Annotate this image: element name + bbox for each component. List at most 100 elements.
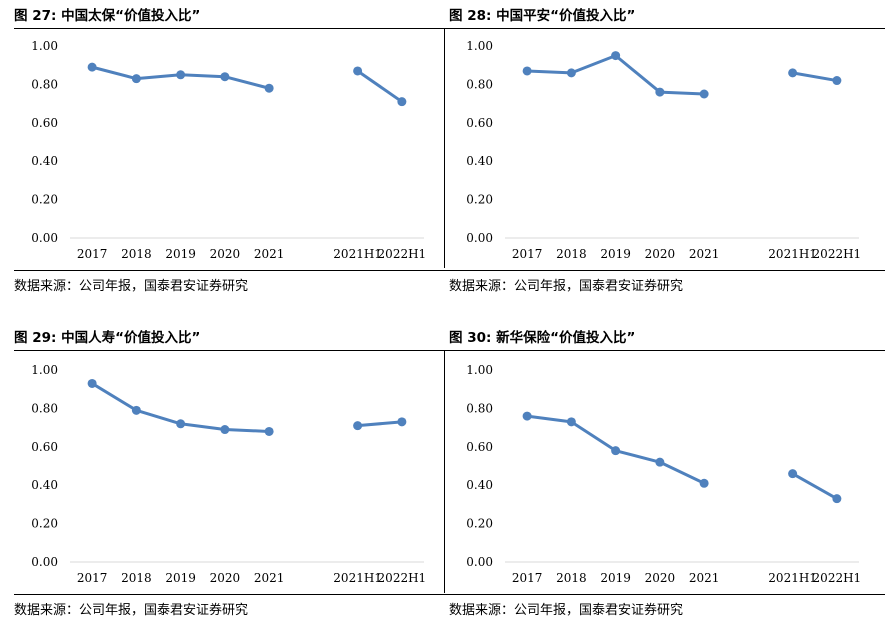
figure-27-source: 数据来源：公司年报，国泰君安证券研究: [14, 279, 249, 294]
y-tick-label: 0.20: [31, 193, 58, 207]
series-line: [527, 54, 705, 96]
figure-28-title: 图 28: 中国平安“价值投入比”: [449, 4, 635, 28]
y-tick-label: 0.20: [466, 517, 493, 531]
figure-27-top-rule: [14, 28, 456, 29]
data-point: [611, 446, 621, 456]
x-tick-label: 2018: [121, 247, 152, 261]
figure-27-chart: 0.00 0.20 0.40 0.60 0.80 1.00 2017 2018 2019 2020…: [31, 39, 427, 261]
figure-30-top-rule: [449, 350, 885, 351]
figure-29: 图 29: 中国人寿“价值投入比” 0.00 0.20 0.40 0.60 0.80 1.…: [14, 326, 456, 620]
x-tick-label: 2021H1: [768, 571, 817, 585]
x-tick-label: 2021: [689, 247, 720, 261]
figure-30-title: 图 30: 新华保险“价值投入比”: [449, 326, 635, 350]
y-tick-label: 0.60: [31, 116, 58, 130]
figure-29-source: 数据来源：公司年报，国泰君安证券研究: [14, 603, 249, 618]
data-point: [220, 425, 230, 435]
top-column-divider: [444, 28, 445, 268]
series-line: [356, 69, 403, 103]
figure-27-caption: 中国太保“价值投入比”: [61, 8, 201, 24]
data-point: [699, 478, 709, 488]
data-point: [788, 68, 798, 78]
figure-29-label: 图 29:: [14, 330, 57, 346]
data-point: [522, 66, 532, 76]
data-point: [353, 421, 363, 431]
figure-28-source: 数据来源：公司年报，国泰君安证券研究: [449, 279, 684, 294]
y-tick-label: 0.60: [31, 440, 58, 454]
x-tick-label: 2021H1: [768, 247, 817, 261]
y-tick-label: 1.00: [31, 363, 58, 377]
data-point: [397, 417, 407, 427]
y-tick-label: 1.00: [466, 363, 493, 377]
figure-30-caption: 新华保险“价值投入比”: [496, 330, 636, 346]
y-tick-label: 0.20: [466, 193, 493, 207]
series-line: [357, 420, 403, 428]
x-tick-label: 2018: [121, 571, 152, 585]
x-tick-label: 2020: [210, 247, 241, 261]
y-tick-label: 0.00: [466, 231, 493, 245]
figure-29-bottom-rule: [14, 594, 456, 595]
series-line: [792, 71, 838, 83]
x-tick-label: 2019: [600, 571, 631, 585]
x-tick-label: 2020: [210, 571, 241, 585]
y-tick-label: 0.00: [31, 231, 58, 245]
y-tick-label: 0.00: [31, 555, 58, 569]
data-point: [655, 87, 665, 97]
y-tick-label: 0.80: [31, 77, 58, 91]
data-point: [566, 417, 576, 427]
x-tick-label: 2019: [600, 247, 631, 261]
y-tick-label: 0.80: [31, 401, 58, 415]
y-tick-label: 0.40: [466, 478, 493, 492]
y-tick-label: 0.60: [466, 440, 493, 454]
data-point: [131, 405, 141, 415]
y-tick-label: 0.40: [31, 154, 58, 168]
x-tick-label: 2017: [512, 247, 543, 261]
figure-28-top-rule: [449, 28, 885, 29]
x-tick-label: 2019: [165, 571, 196, 585]
y-tick-label: 0.60: [466, 116, 493, 130]
figure-28-chart: 0.00 0.20 0.40 0.60 0.80 1.00 2017 2018 2019 2020…: [466, 39, 861, 261]
y-tick-label: 0.20: [31, 517, 58, 531]
y-tick-label: 1.00: [466, 39, 493, 53]
figure-30-source: 数据来源：公司年报，国泰君安证券研究: [449, 603, 684, 618]
figure-27: 图 27: 中国太保“价值投入比” 0.00 0.20 0.40 0.60 0.80 1.…: [14, 4, 456, 304]
figure-30-chart: 0.00 0.20 0.40 0.60 0.80 1.00 2017 2018 2019 2020…: [466, 363, 862, 585]
data-point: [522, 411, 532, 421]
x-tick-label: 2021: [254, 571, 285, 585]
figure-30-label: 图 30:: [449, 330, 492, 346]
data-point: [220, 72, 230, 82]
figure-27-bottom-rule: [14, 270, 456, 271]
figure-27-label: 图 27:: [14, 8, 57, 24]
y-tick-label: 0.40: [31, 478, 58, 492]
figure-29-caption: 中国人寿“价值投入比”: [61, 330, 201, 346]
data-point: [264, 426, 274, 436]
data-point: [353, 66, 363, 76]
x-tick-label: 2021: [254, 247, 285, 261]
y-tick-label: 1.00: [31, 39, 58, 53]
figure-28: 图 28: 中国平安“价值投入比” 0.00 0.20 0.40 0.60 0.80 1.…: [449, 4, 885, 304]
series-line: [791, 472, 838, 500]
figure-29-chart: 0.00 0.20 0.40 0.60 0.80 1.00 2017 2018 2019 2020…: [31, 363, 426, 585]
data-point: [566, 68, 576, 78]
y-tick-label: 0.80: [466, 77, 493, 91]
x-tick-label: 2022H1: [813, 571, 862, 585]
data-point: [87, 378, 97, 388]
figure-28-bottom-rule: [449, 270, 885, 271]
data-point: [87, 62, 97, 72]
y-tick-label: 0.40: [466, 154, 493, 168]
y-tick-label: 0.80: [466, 401, 493, 415]
y-tick-label: 0.00: [466, 555, 493, 569]
data-point: [832, 494, 842, 504]
x-tick-label: 2021: [689, 571, 720, 585]
data-point: [397, 97, 407, 107]
x-tick-label: 2022H1: [378, 247, 427, 261]
data-point: [655, 457, 665, 467]
figure-30: 图 30: 新华保险“价值投入比” 0.00 0.20 0.40 0.60 0.80 1.…: [449, 326, 885, 620]
x-tick-label: 2021H1: [333, 571, 382, 585]
data-point: [264, 83, 274, 93]
x-tick-label: 2019: [165, 247, 196, 261]
figure-29-title: 图 29: 中国人寿“价值投入比”: [14, 326, 200, 350]
x-tick-label: 2020: [645, 247, 676, 261]
x-tick-label: 2021H1: [333, 247, 382, 261]
data-point: [699, 89, 709, 99]
x-tick-label: 2017: [77, 571, 108, 585]
